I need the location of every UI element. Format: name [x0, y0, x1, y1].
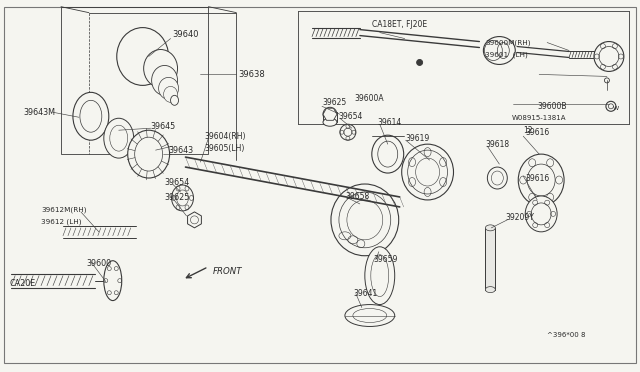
Text: 39625: 39625	[164, 193, 190, 202]
Ellipse shape	[331, 184, 399, 256]
Text: 39654: 39654	[164, 177, 190, 186]
Ellipse shape	[104, 118, 134, 158]
Ellipse shape	[483, 36, 515, 64]
Ellipse shape	[365, 247, 395, 305]
Bar	[323, 112, 337, 122]
Text: CA20E: CA20E	[9, 279, 35, 288]
Ellipse shape	[143, 49, 177, 87]
Ellipse shape	[485, 286, 495, 293]
Polygon shape	[188, 212, 202, 228]
Text: 39209Y: 39209Y	[506, 214, 534, 222]
Text: 39659: 39659	[374, 255, 398, 264]
Polygon shape	[323, 108, 337, 120]
Ellipse shape	[323, 118, 337, 126]
Ellipse shape	[152, 65, 177, 95]
Ellipse shape	[372, 135, 404, 173]
Ellipse shape	[171, 95, 179, 105]
Ellipse shape	[172, 185, 193, 211]
Text: 39612 (LH): 39612 (LH)	[41, 219, 81, 225]
Bar	[485, 228, 495, 290]
Text: 39640: 39640	[173, 30, 199, 39]
Text: W08915-1381A: W08915-1381A	[511, 115, 566, 121]
Ellipse shape	[164, 86, 177, 102]
Ellipse shape	[159, 77, 179, 99]
Ellipse shape	[485, 225, 495, 231]
Bar	[61, 7, 209, 154]
Ellipse shape	[402, 144, 454, 200]
Text: FRONT: FRONT	[212, 267, 242, 276]
Text: 39604(RH): 39604(RH)	[204, 132, 246, 141]
Text: 39654: 39654	[338, 112, 362, 121]
Ellipse shape	[594, 42, 624, 71]
Text: 39601  (LH): 39601 (LH)	[485, 51, 528, 58]
Ellipse shape	[128, 130, 170, 178]
Ellipse shape	[518, 154, 564, 206]
Text: ^396*00 8: ^396*00 8	[547, 333, 586, 339]
Ellipse shape	[340, 124, 356, 140]
Ellipse shape	[345, 305, 395, 327]
Ellipse shape	[417, 60, 422, 65]
Text: 39600A: 39600A	[355, 94, 385, 103]
Text: 39616: 39616	[525, 128, 550, 137]
Text: 39600: 39600	[87, 259, 112, 268]
Text: W: W	[613, 106, 619, 111]
Text: 39614: 39614	[378, 118, 402, 127]
Ellipse shape	[488, 167, 508, 189]
Ellipse shape	[116, 28, 168, 86]
Text: 39605(LH): 39605(LH)	[204, 144, 245, 153]
Text: 39600M(RH): 39600M(RH)	[485, 39, 531, 46]
Text: 39618: 39618	[485, 140, 509, 149]
Text: 12: 12	[524, 126, 532, 135]
Text: 39643M: 39643M	[23, 108, 55, 117]
Text: 39616: 39616	[525, 173, 550, 183]
Text: CA18ET, FJ20E: CA18ET, FJ20E	[372, 20, 427, 29]
Ellipse shape	[73, 92, 109, 140]
Text: 39645: 39645	[150, 122, 176, 131]
Text: 39643: 39643	[168, 145, 194, 155]
Ellipse shape	[323, 107, 337, 121]
Text: 39600B: 39600B	[537, 102, 566, 111]
Text: 39619: 39619	[406, 134, 430, 143]
Text: 39638: 39638	[238, 70, 265, 79]
Text: 39625: 39625	[322, 98, 346, 107]
Ellipse shape	[525, 196, 557, 232]
Text: 39658: 39658	[345, 192, 369, 202]
Ellipse shape	[104, 261, 122, 301]
Text: 39641: 39641	[354, 289, 378, 298]
Text: 39612M(RH): 39612M(RH)	[41, 207, 86, 213]
